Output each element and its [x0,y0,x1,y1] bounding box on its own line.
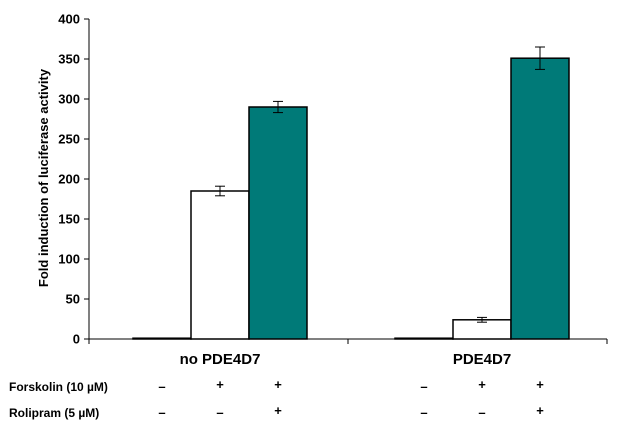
condition-mark: + [536,377,544,392]
y-tick-label: 50 [66,292,80,307]
y-tick-label: 300 [58,92,80,107]
y-tick-label: 350 [58,52,80,67]
y-tick-label: 0 [73,332,80,347]
condition-mark: + [536,403,544,418]
condition-label: Rolipram (5 µM) [9,406,99,420]
y-tick-label: 150 [58,212,80,227]
condition-mark: + [478,377,486,392]
group-label: no PDE4D7 [180,351,261,368]
condition-mark: – [478,405,485,420]
group-label: PDE4D7 [453,351,511,368]
y-tick-label: 200 [58,172,80,187]
condition-mark: – [420,379,427,394]
condition-mark: – [158,379,165,394]
bar [394,337,454,340]
y-tick-label: 400 [58,12,80,27]
condition-mark: – [216,405,223,420]
y-tick-label: 100 [58,252,80,267]
labels: no PDE4D7 PDE4D7 Forskolin (10 µM) – + + – + + Ro… [9,351,544,420]
bars [132,46,570,340]
y-axis-label: Fold induction of luciferase activity [36,68,51,287]
bar [510,57,570,340]
bar [248,106,308,340]
condition-mark: + [274,377,282,392]
bar [132,337,192,340]
condition-mark: + [274,403,282,418]
condition-mark: + [216,377,224,392]
condition-mark: – [158,405,165,420]
condition-mark: – [420,405,427,420]
bar [190,190,250,340]
condition-label: Forskolin (10 µM) [9,380,108,394]
y-tick-label: 250 [58,132,80,147]
